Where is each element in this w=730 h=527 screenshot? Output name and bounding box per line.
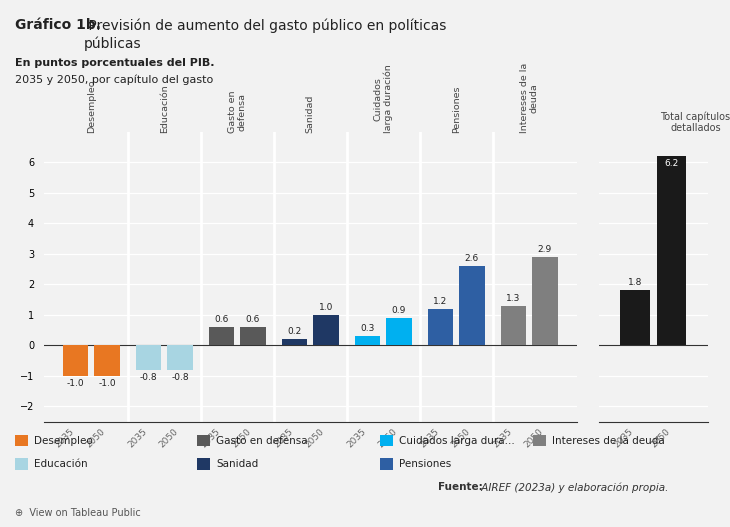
Bar <box>428 309 453 345</box>
Text: AIREF (2023a) y elaboración propia.: AIREF (2023a) y elaboración propia. <box>478 482 669 493</box>
Bar <box>167 345 193 370</box>
Text: 1.2: 1.2 <box>434 297 447 306</box>
Text: ⊕  View on Tableau Public: ⊕ View on Tableau Public <box>15 508 140 518</box>
Text: 1.8: 1.8 <box>628 278 642 287</box>
Bar <box>355 336 380 345</box>
Text: 2035 y 2050, por capítulo del gasto: 2035 y 2050, por capítulo del gasto <box>15 75 213 85</box>
Bar <box>657 156 686 345</box>
Bar <box>620 290 650 345</box>
Text: En puntos porcentuales del PIB.: En puntos porcentuales del PIB. <box>15 58 214 68</box>
Text: públicas: públicas <box>84 37 142 52</box>
Bar <box>386 318 412 345</box>
Text: Sanidad: Sanidad <box>306 95 315 133</box>
Text: 1.0: 1.0 <box>319 303 333 312</box>
Bar <box>459 266 485 345</box>
Text: -1.0: -1.0 <box>66 379 85 388</box>
Text: Cuidados larga dura...: Cuidados larga dura... <box>399 436 515 445</box>
Text: Sanidad: Sanidad <box>216 460 258 469</box>
Text: 0.2: 0.2 <box>288 327 301 336</box>
Text: Desempleo: Desempleo <box>34 436 92 445</box>
Bar <box>240 327 266 345</box>
Bar <box>136 345 161 370</box>
Bar <box>501 306 526 345</box>
Bar <box>282 339 307 345</box>
Text: -0.8: -0.8 <box>139 373 158 382</box>
Text: Fuente:: Fuente: <box>438 482 483 492</box>
Text: Total capítulos
detallados: Total capítulos detallados <box>661 111 730 133</box>
Text: Previsión de aumento del gasto público en políticas: Previsión de aumento del gasto público e… <box>84 18 446 33</box>
Text: 2.6: 2.6 <box>465 254 479 263</box>
Text: 6.2: 6.2 <box>664 159 679 168</box>
Text: -1.0: -1.0 <box>98 379 116 388</box>
Bar <box>313 315 339 345</box>
Text: Educación: Educación <box>34 460 87 469</box>
Text: 0.6: 0.6 <box>246 315 260 324</box>
Bar <box>209 327 234 345</box>
Text: 1.3: 1.3 <box>507 294 520 302</box>
Text: Gráfico 1b.: Gráfico 1b. <box>15 18 101 33</box>
Text: Intereses de la deuda: Intereses de la deuda <box>552 436 664 445</box>
Bar <box>63 345 88 376</box>
Text: Cuidados
larga duración: Cuidados larga duración <box>373 64 393 133</box>
Bar <box>532 257 558 345</box>
Text: 2.9: 2.9 <box>538 245 552 254</box>
Text: Pensiones: Pensiones <box>399 460 451 469</box>
Text: 0.6: 0.6 <box>215 315 228 324</box>
Text: 0.9: 0.9 <box>392 306 406 315</box>
Text: Pensiones: Pensiones <box>452 86 461 133</box>
Text: 0.3: 0.3 <box>361 324 374 333</box>
Text: Gasto en
defensa: Gasto en defensa <box>228 91 247 133</box>
Text: Gasto en defensa: Gasto en defensa <box>216 436 308 445</box>
Text: Educación: Educación <box>160 85 169 133</box>
Text: -0.8: -0.8 <box>171 373 189 382</box>
Text: Intereses de la
deuda: Intereses de la deuda <box>520 63 539 133</box>
Bar <box>94 345 120 376</box>
Text: Desempleo: Desempleo <box>87 80 96 133</box>
